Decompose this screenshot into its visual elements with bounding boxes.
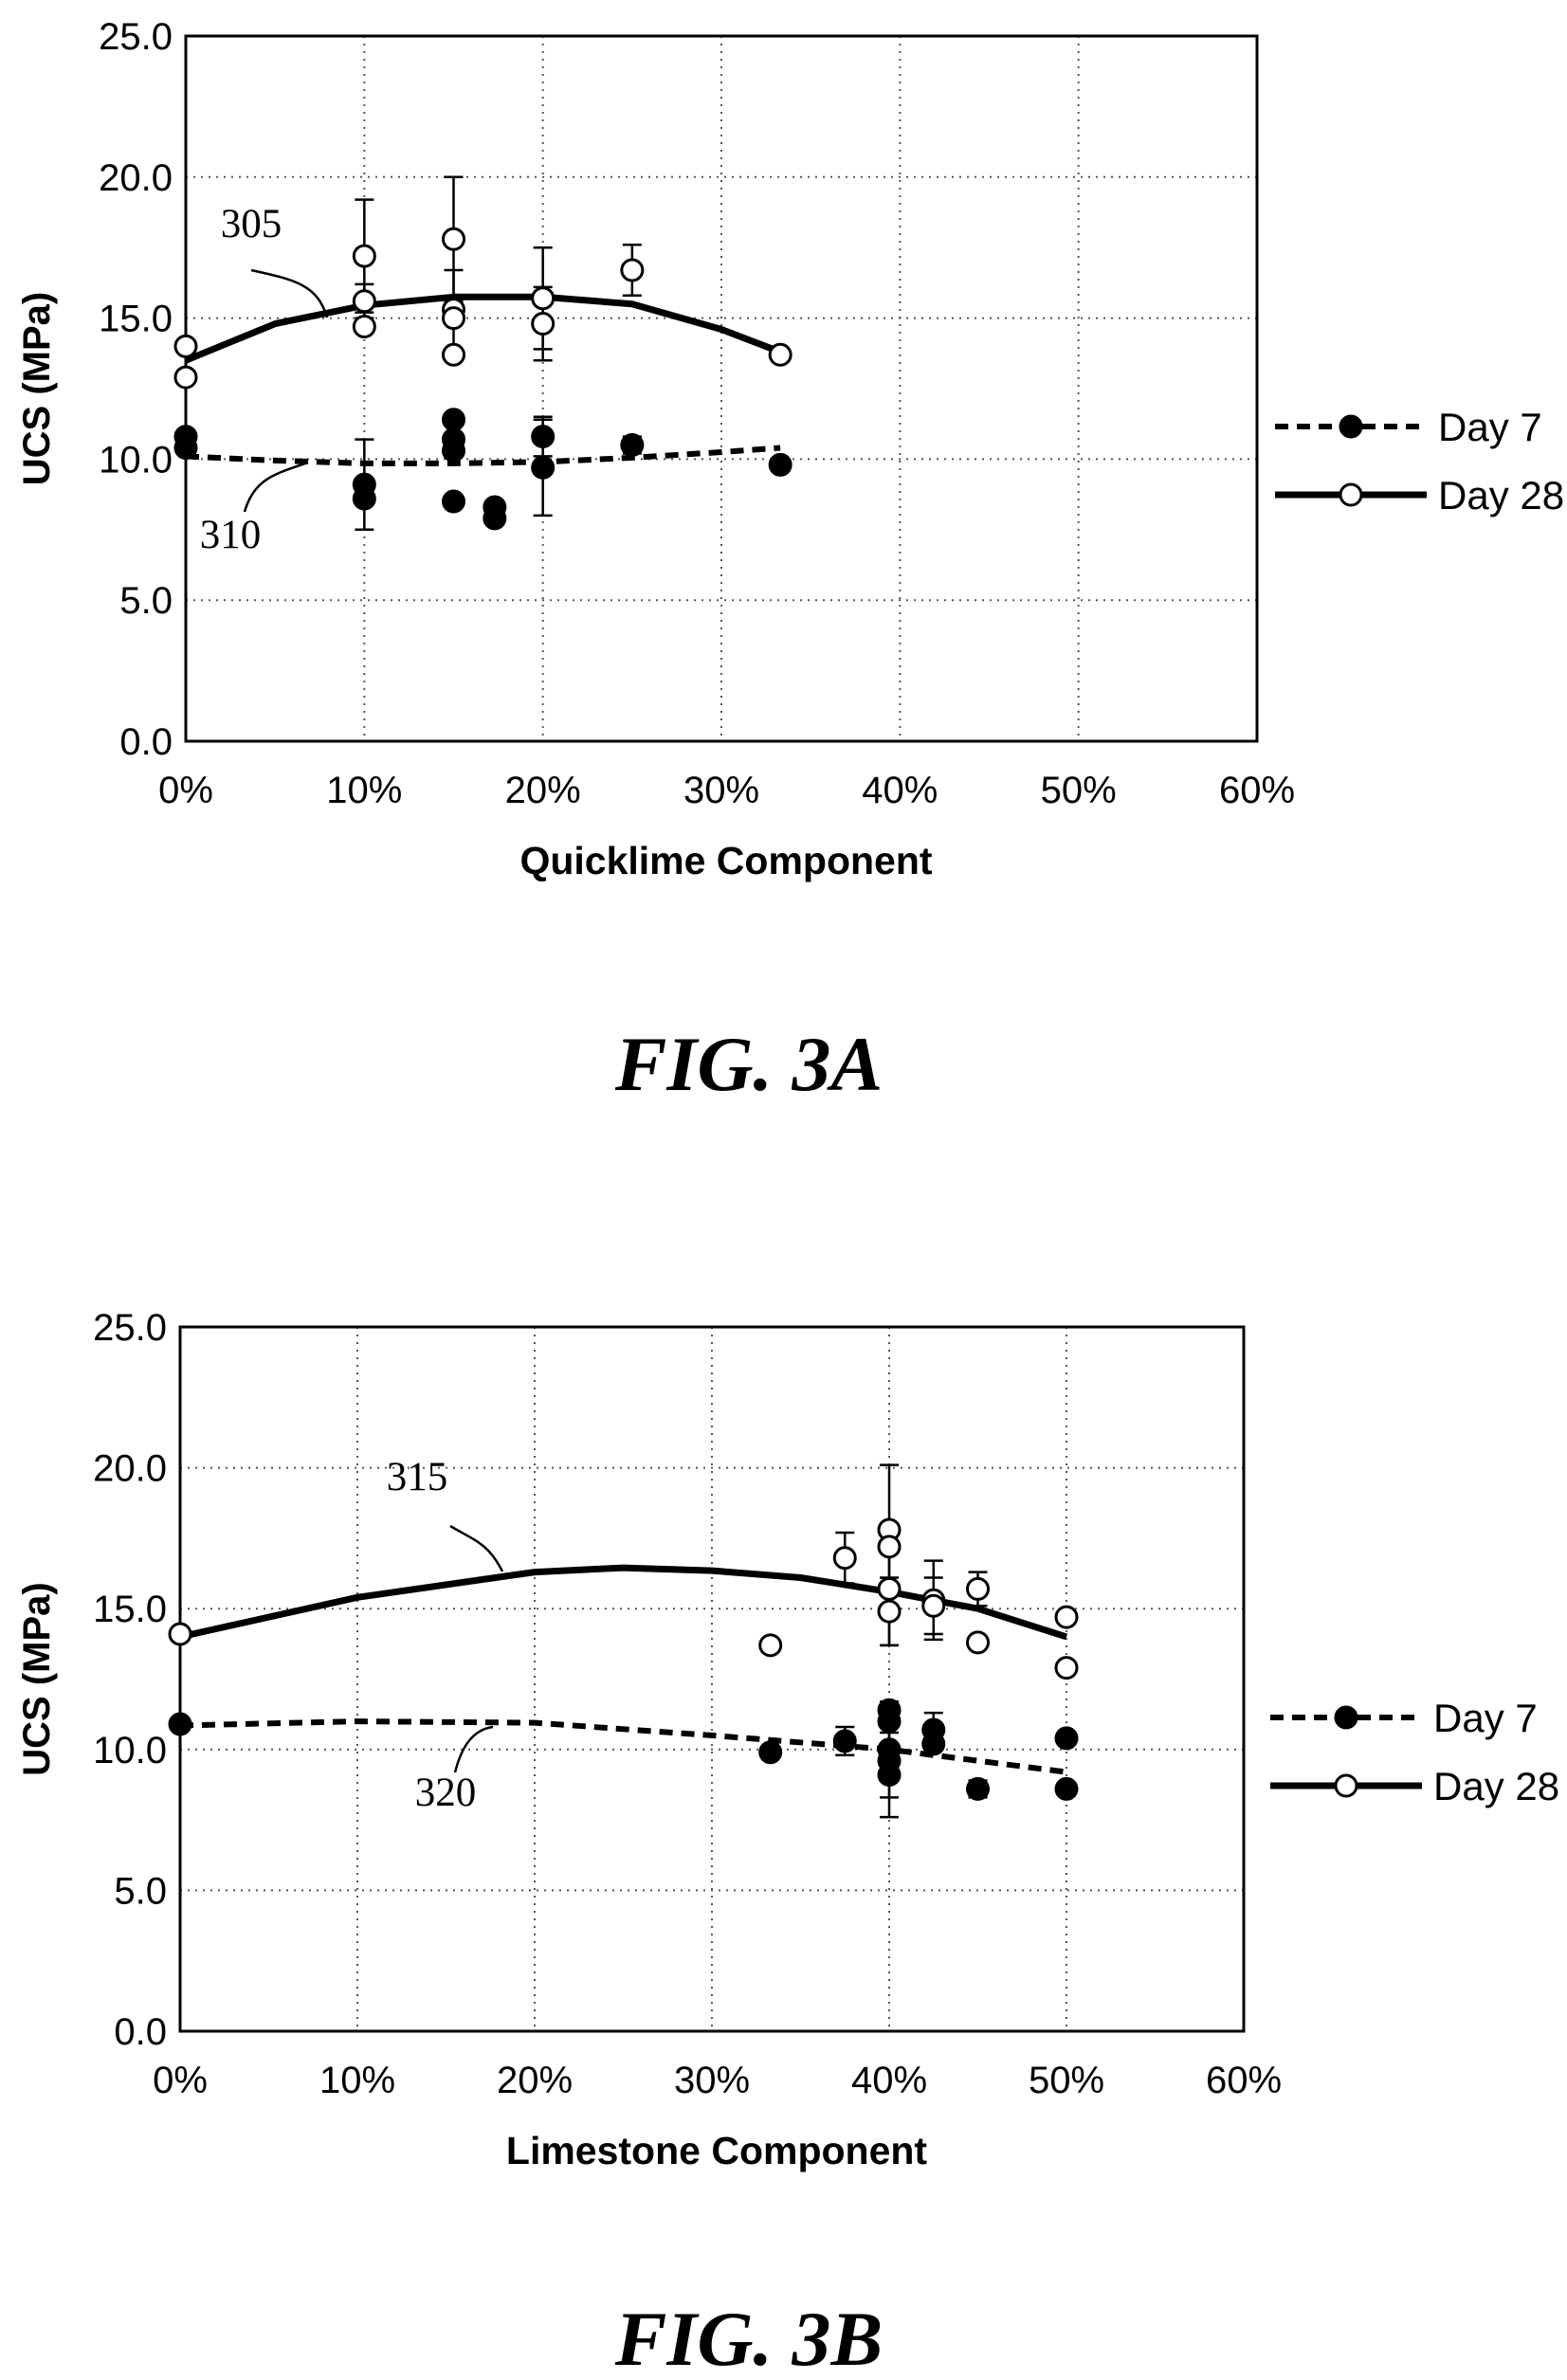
- annotation-label: 310: [200, 513, 262, 557]
- y-tick-label: 5.0: [119, 580, 173, 622]
- legend-label-day-28: Day 28: [1438, 473, 1564, 518]
- legend-label-day-7: Day 7: [1433, 1696, 1538, 1740]
- point-day-28: [442, 306, 465, 331]
- point-day-28: [173, 334, 198, 358]
- point-day-28: [877, 1535, 902, 1559]
- trend-line-day-28: [184, 293, 782, 364]
- point-day-28: [442, 227, 465, 251]
- point-day-7: [352, 486, 376, 511]
- point-day-7: [442, 408, 465, 432]
- y-tick-label: 15.0: [93, 1589, 167, 1630]
- x-axis-label: Quicklime Component: [519, 839, 932, 882]
- x-tick-label: 60%: [1219, 770, 1295, 811]
- x-tick-label: 50%: [1041, 770, 1117, 811]
- point-day-7: [531, 425, 556, 449]
- y-tick-label: 10.0: [93, 1730, 167, 1771]
- x-tick-label: 10%: [326, 770, 402, 811]
- x-tick-label: 60%: [1206, 2060, 1282, 2101]
- x-tick-label: 10%: [319, 2060, 395, 2101]
- point-day-28: [168, 1622, 192, 1646]
- x-tick-label: 20%: [505, 770, 581, 811]
- y-axis-label: UCS (MPa): [16, 1582, 58, 1775]
- annotation-leader: [449, 1524, 504, 1572]
- y-tick-label: 0.0: [119, 721, 173, 763]
- annotation-label: 320: [415, 1771, 477, 1815]
- point-day-28: [921, 1593, 946, 1618]
- trend-line-day-7: [179, 1718, 1067, 1775]
- annotation-label: 305: [221, 202, 282, 246]
- point-day-28: [832, 1546, 857, 1571]
- point-day-7: [168, 1712, 192, 1736]
- x-tick-label: 0%: [153, 2060, 208, 2101]
- point-day-28: [1054, 1656, 1079, 1681]
- chart-fig-3a: 0% 10% 20% 30% 40% 50% 60% 0.0 5.0 10.0 15.0 20.0 25…: [16, 16, 1564, 1107]
- x-tick-label: 30%: [683, 770, 759, 811]
- point-day-28: [352, 315, 376, 339]
- point-day-28: [758, 1633, 783, 1658]
- annotation-leader: [250, 268, 329, 318]
- point-day-28: [531, 286, 556, 311]
- y-tick-label: 10.0: [99, 439, 173, 481]
- point-day-28: [1054, 1605, 1079, 1629]
- point-day-7: [1054, 1776, 1079, 1801]
- point-day-28: [966, 1630, 990, 1655]
- annotation-leader: [453, 1725, 494, 1773]
- point-day-28: [877, 1599, 902, 1624]
- point-day-7: [877, 1763, 902, 1788]
- point-day-28: [768, 342, 793, 367]
- annotation-leader: [243, 461, 309, 513]
- y-tick-label: 25.0: [99, 16, 173, 58]
- point-day-7: [832, 1729, 857, 1753]
- chart-fig-3b: 0% 10% 20% 30% 40% 50% 60% 0.0 5.0 10.0 15.0 20.0 25…: [16, 1307, 1559, 2380]
- point-day-28: [877, 1576, 902, 1601]
- point-day-7: [173, 435, 198, 460]
- point-day-7: [442, 489, 465, 514]
- y-axis-label: UCS (MPa): [16, 292, 58, 485]
- point-day-28: [173, 365, 198, 390]
- y-tick-label: 15.0: [99, 299, 173, 340]
- x-tick-label: 50%: [1029, 2060, 1104, 2101]
- x-tick-label: 30%: [674, 2060, 750, 2101]
- trend-line-day-7: [185, 445, 781, 466]
- x-tick-label: 0%: [158, 770, 213, 811]
- annotation-label: 315: [387, 1455, 448, 1499]
- x-tick-label: 40%: [862, 770, 938, 811]
- y-tick-label: 25.0: [93, 1307, 167, 1349]
- legend-label-day-7: Day 7: [1438, 405, 1542, 449]
- point-day-7: [483, 506, 507, 531]
- point-day-7: [1054, 1726, 1079, 1751]
- point-day-7: [531, 455, 556, 480]
- y-tick-label: 5.0: [114, 1870, 167, 1912]
- point-day-7: [620, 433, 645, 458]
- x-tick-label: 20%: [497, 2060, 573, 2101]
- legend-marker-day-7: [1334, 1705, 1358, 1730]
- figure-caption: FIG. 3B: [614, 2296, 884, 2380]
- point-day-7: [966, 1776, 990, 1801]
- legend-label-day-28: Day 28: [1433, 1764, 1559, 1808]
- legend-marker-day-28: [1334, 1773, 1358, 1798]
- point-day-7: [442, 438, 465, 463]
- point-day-28: [352, 244, 376, 268]
- x-axis-label: Limestone Component: [506, 2129, 928, 2172]
- legend-marker-day-7: [1339, 414, 1363, 439]
- legend-marker-day-28: [1339, 482, 1363, 507]
- point-day-28: [442, 342, 465, 367]
- y-tick-label: 0.0: [114, 2011, 167, 2053]
- point-day-7: [921, 1732, 946, 1756]
- y-tick-label: 20.0: [93, 1448, 167, 1490]
- point-day-28: [352, 289, 376, 314]
- trend-line-day-28: [179, 1564, 1068, 1641]
- plot-area-frame: [178, 1325, 1246, 2033]
- figure-caption: FIG. 3A: [614, 1021, 884, 1107]
- point-day-7: [768, 452, 793, 477]
- point-day-28: [531, 312, 556, 336]
- point-day-7: [877, 1709, 902, 1734]
- point-day-28: [620, 258, 645, 282]
- x-tick-label: 40%: [851, 2060, 927, 2101]
- point-day-28: [966, 1576, 990, 1601]
- y-tick-label: 20.0: [99, 157, 173, 199]
- point-day-7: [758, 1740, 783, 1765]
